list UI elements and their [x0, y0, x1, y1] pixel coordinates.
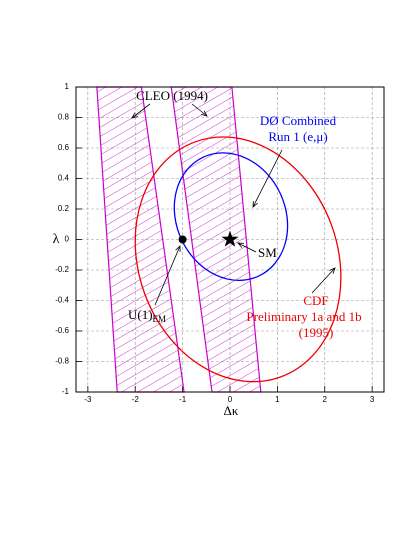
x-tick-label: -3 — [84, 395, 92, 404]
arrow — [238, 243, 257, 253]
y-tick-label: -0.8 — [55, 357, 69, 366]
y-tick-label: 0.4 — [58, 174, 70, 183]
y-tick-label: 0.6 — [58, 143, 70, 152]
arrow — [132, 103, 151, 118]
arrow — [311, 268, 335, 294]
arrows — [132, 103, 335, 306]
contour-ellipse — [134, 136, 342, 383]
cleo-band — [96, 86, 185, 393]
point-label: U(1)EM — [128, 307, 166, 324]
band-label: CLEO (1994) — [136, 88, 208, 103]
ellipse-label: (1995) — [299, 325, 334, 340]
x-tick-label: 0 — [228, 395, 233, 404]
arrow — [154, 246, 180, 306]
y-tick-label: 0 — [65, 235, 70, 244]
x-tick-label: 3 — [370, 395, 375, 404]
y-tick-label: -1 — [62, 387, 70, 396]
sm-point — [221, 230, 239, 247]
x-tick-label: -2 — [132, 395, 140, 404]
ellipse-label: Run 1 (e,μ) — [268, 129, 327, 144]
point-label-main: U(1) — [128, 307, 153, 322]
y-tick-label: 0.2 — [58, 204, 70, 213]
y-tick-label: 1 — [65, 82, 70, 91]
ellipse-label: CDF — [303, 293, 328, 308]
x-tick-label: 2 — [323, 395, 328, 404]
arrow — [191, 103, 207, 116]
point-label: SM — [258, 245, 277, 260]
y-tick-label: -0.2 — [55, 265, 69, 274]
ellipse-label: Preliminary 1a and 1b — [246, 309, 361, 324]
y-tick-label: -0.6 — [55, 326, 69, 335]
y-tick-label: -0.4 — [55, 296, 69, 305]
x-axis-label: Δκ — [224, 403, 239, 418]
x-tick-label: 1 — [275, 395, 280, 404]
y-tick-label: 0.8 — [58, 113, 70, 122]
ellipse-label: DØ Combined — [260, 113, 337, 128]
plot-frame — [75, 86, 385, 393]
point — [178, 235, 187, 244]
y-axis-label: λ — [53, 232, 60, 247]
arrow — [253, 149, 283, 207]
point-label-sub: EM — [153, 314, 167, 324]
plot-area: -3 -2 -1 0 1 2 3 -1 -0.8 -0.6 -0.4 -0.2 0 0.2 0.4 0.6 0.… — [55, 82, 385, 404]
x-tick-label: -1 — [179, 395, 187, 404]
